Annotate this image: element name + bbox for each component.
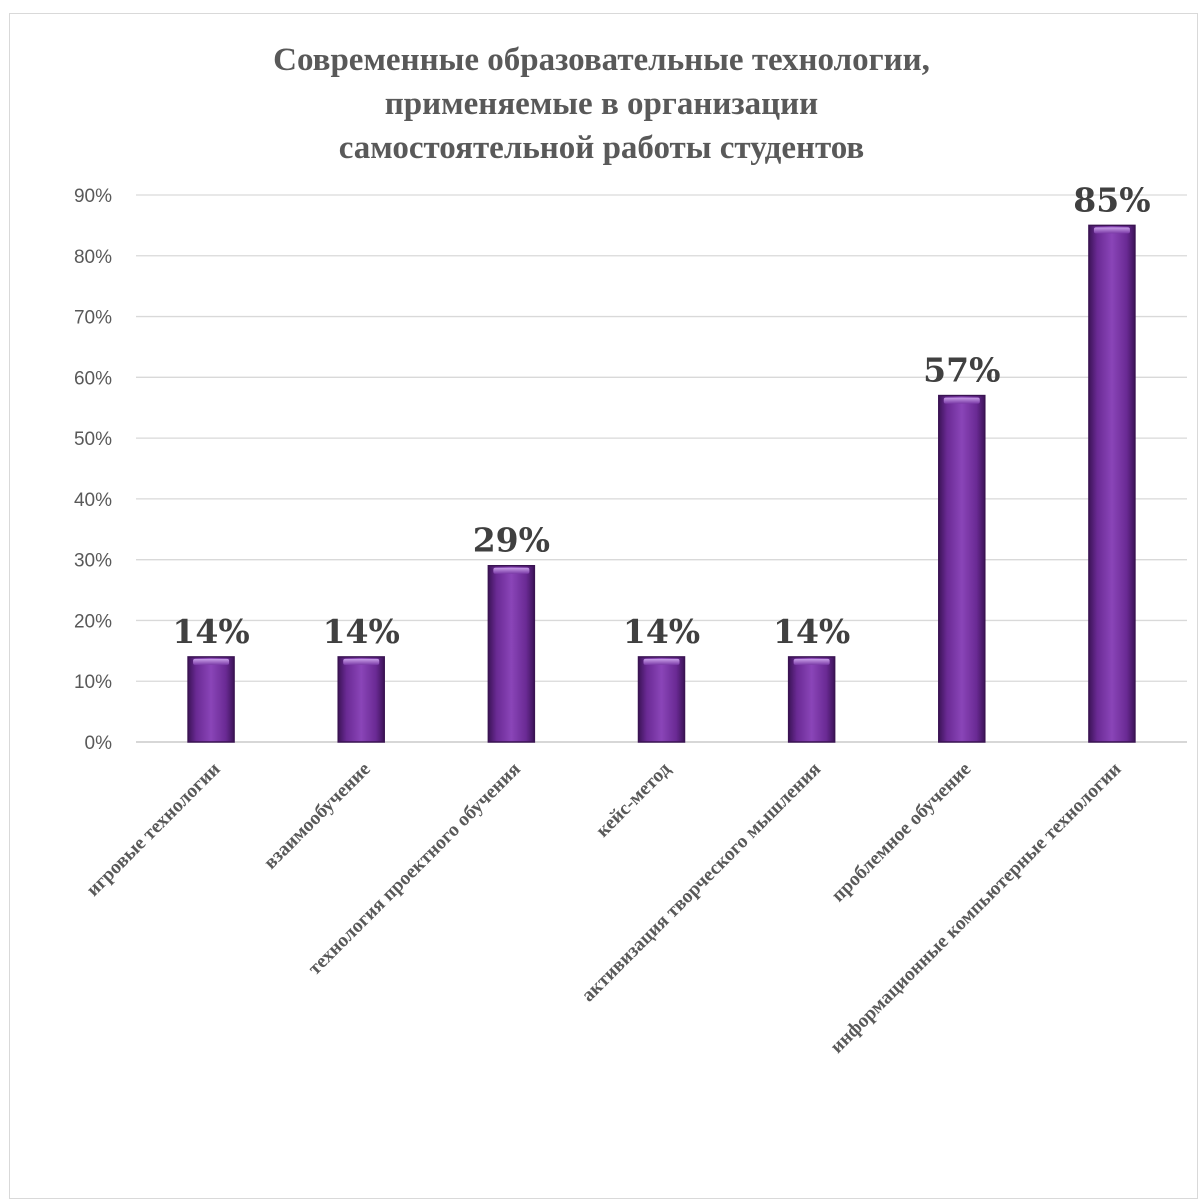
x-tick-label: проблемное обучение (828, 758, 976, 906)
bar-body (337, 656, 385, 743)
x-tick-label: информационные компьютерные технологии (826, 759, 1125, 1058)
bar (487, 564, 536, 743)
data-label: 14% (623, 612, 700, 651)
bar (787, 656, 836, 743)
bar-highlight (643, 658, 680, 665)
x-tick-label: взаимообучение (260, 758, 375, 873)
x-tick-label: активизация творческого мышления (578, 758, 826, 1006)
chart-title-line-1: Современные образовательные технологии, (273, 42, 930, 78)
y-tick-label: 50% (74, 429, 112, 450)
bar-highlight (493, 567, 530, 574)
y-tick-label: 90% (74, 186, 112, 207)
bar-highlight (343, 658, 380, 665)
y-tick-label: 20% (74, 611, 112, 632)
data-label: 29% (473, 521, 550, 560)
data-label: 85% (1073, 180, 1150, 219)
chart-area (9, 13, 1198, 1199)
x-tick-label: игровые технологии (83, 759, 225, 901)
data-label: 57% (923, 351, 1000, 390)
bar-body (787, 656, 836, 743)
bar-body (637, 656, 686, 743)
x-tick-label: кейс-метод (592, 759, 675, 842)
bar (187, 656, 235, 743)
chart-title-line-3: самостоятельной работы студентов (338, 130, 865, 166)
y-tick-label: 70% (74, 308, 112, 329)
bar-highlight (193, 658, 230, 665)
y-tick-label: 0% (85, 733, 113, 754)
bar-body (487, 564, 536, 743)
bar (938, 394, 986, 743)
y-tick-label: 60% (74, 368, 112, 389)
bar-body (938, 394, 986, 743)
bar-body (187, 656, 235, 743)
bar (337, 656, 385, 743)
chart-title: Современные образовательные технологии, … (0, 38, 1203, 170)
y-tick-label: 80% (74, 247, 112, 268)
y-tick-label: 10% (74, 672, 112, 693)
data-label: 14% (323, 612, 400, 651)
bar (1088, 224, 1136, 743)
y-tick-label: 40% (74, 490, 112, 511)
data-label: 14% (773, 612, 850, 651)
chart-title-line-2: применяемые в организации (384, 86, 819, 122)
bar-highlight (793, 658, 830, 665)
bar (637, 656, 686, 743)
bar-body (1088, 224, 1136, 743)
bar-highlight (1093, 227, 1130, 234)
bar-highlight (943, 397, 980, 404)
y-tick-label: 30% (74, 551, 112, 572)
data-label: 14% (172, 612, 249, 651)
